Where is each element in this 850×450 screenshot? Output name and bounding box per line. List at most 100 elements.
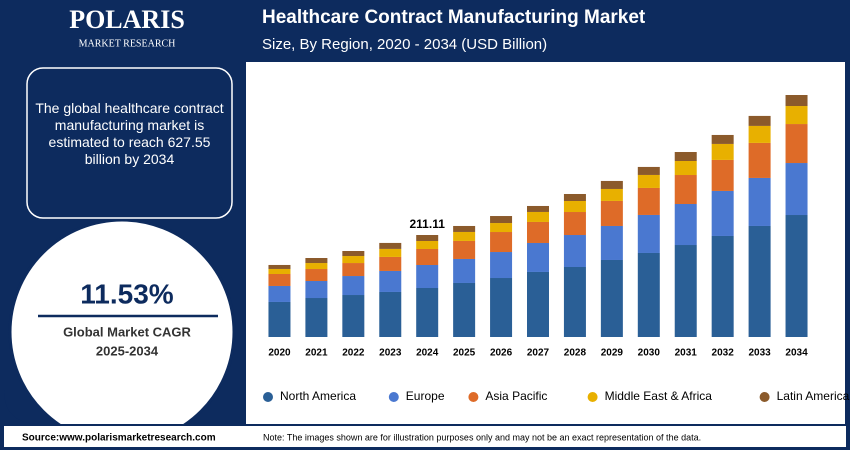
bar-segment bbox=[527, 242, 549, 272]
bar-segment bbox=[785, 95, 808, 107]
bar-segment bbox=[674, 175, 697, 204]
bar-segment bbox=[416, 248, 439, 265]
bar-segment bbox=[305, 269, 328, 282]
bar-segment bbox=[563, 193, 586, 201]
chart-title: Healthcare Contract Manufacturing Market bbox=[262, 7, 646, 28]
bar-segment bbox=[748, 177, 771, 226]
bar-segment bbox=[674, 203, 697, 246]
bar-segment bbox=[563, 266, 586, 337]
bar-segment bbox=[453, 282, 476, 337]
legend-swatch bbox=[388, 392, 399, 402]
summary-box bbox=[26, 67, 233, 219]
bar-segment bbox=[600, 188, 623, 201]
legend-label: Asia Pacific bbox=[485, 389, 547, 403]
x-tick-label: 2020 bbox=[268, 348, 291, 359]
legend-label: Middle East & Africa bbox=[605, 389, 713, 403]
bar-segment bbox=[342, 263, 365, 277]
bar-segment bbox=[711, 235, 734, 337]
bar-segment bbox=[379, 256, 402, 271]
bar-segment bbox=[490, 252, 513, 279]
bar-segment bbox=[342, 276, 365, 296]
x-tick-label: 2025 bbox=[453, 348, 476, 359]
x-tick-label: 2027 bbox=[527, 348, 550, 359]
bar-segment bbox=[527, 205, 549, 212]
bar-segment bbox=[453, 240, 476, 259]
bar-segment bbox=[305, 281, 328, 299]
legend-swatch bbox=[263, 392, 273, 402]
bar-segment bbox=[600, 259, 623, 337]
x-tick-label: 2024 bbox=[416, 348, 439, 359]
bar-segment bbox=[527, 221, 549, 243]
legend-swatch bbox=[587, 392, 598, 402]
bar-segment bbox=[305, 258, 328, 264]
bar-segment bbox=[785, 124, 808, 164]
bar-segment bbox=[674, 245, 697, 337]
legend-swatch bbox=[759, 392, 770, 402]
chart-subtitle: Size, By Region, 2020 - 2034 (USD Billio… bbox=[262, 36, 547, 53]
bar-segment bbox=[416, 287, 439, 337]
bar-segment bbox=[453, 225, 476, 232]
bar-segment bbox=[748, 125, 771, 143]
bar-segment bbox=[342, 251, 365, 257]
legend-label: North America bbox=[280, 389, 356, 403]
x-tick-label: 2026 bbox=[490, 348, 513, 359]
bar-segment bbox=[600, 225, 623, 260]
bar-segment bbox=[379, 242, 402, 249]
footer bbox=[4, 426, 846, 447]
bar-segment bbox=[453, 258, 476, 283]
cagr-circle bbox=[8, 218, 236, 424]
bar-segment bbox=[637, 174, 660, 188]
summary-wrap: The global healthcare contract manufactu… bbox=[35, 100, 224, 167]
bar-segment bbox=[674, 160, 697, 176]
bar-segment bbox=[785, 215, 808, 337]
bar-segment bbox=[268, 301, 291, 337]
bar-segment bbox=[453, 231, 476, 241]
bar-segment bbox=[342, 295, 365, 337]
bar-segment bbox=[711, 134, 734, 144]
x-tick-label: 2021 bbox=[305, 348, 328, 359]
x-tick-label: 2030 bbox=[638, 348, 661, 359]
bar-segment bbox=[342, 256, 365, 264]
legend-swatch bbox=[468, 392, 479, 402]
cagr-label: Global Market CAGR bbox=[63, 324, 191, 339]
bar-segment bbox=[416, 235, 439, 241]
legend-label: Europe bbox=[406, 389, 445, 403]
bar-segment bbox=[711, 190, 734, 236]
bar-segment bbox=[490, 232, 513, 253]
x-tick-label: 2023 bbox=[379, 348, 402, 359]
bar-segment bbox=[637, 252, 660, 337]
bar-segment bbox=[600, 200, 623, 226]
bar-segment bbox=[748, 142, 771, 178]
bar-segment bbox=[379, 248, 402, 257]
bar-segment bbox=[711, 159, 734, 191]
legend-label: Latin America bbox=[777, 389, 850, 403]
summary: The global healthcare contract manufactu… bbox=[35, 100, 224, 167]
bar-segment bbox=[305, 298, 328, 337]
bar-segment bbox=[490, 223, 513, 233]
bar-segment bbox=[785, 106, 808, 125]
bar-segment bbox=[637, 187, 660, 215]
logo-name: POLARIS bbox=[69, 5, 185, 34]
bar-segment bbox=[674, 152, 697, 161]
x-tick-label: 2034 bbox=[785, 348, 808, 359]
x-tick-label: 2031 bbox=[675, 348, 698, 359]
bar-segment bbox=[527, 271, 549, 337]
total-label: 211.11 bbox=[410, 217, 446, 231]
bar-segment bbox=[785, 163, 808, 216]
x-tick-label: 2029 bbox=[601, 348, 624, 359]
bar-segment bbox=[268, 285, 291, 302]
bar-segment bbox=[711, 143, 734, 160]
x-tick-label: 2033 bbox=[748, 348, 771, 359]
bar-segment bbox=[268, 273, 291, 286]
bar-segment bbox=[490, 278, 513, 337]
bar-segment bbox=[600, 180, 623, 189]
x-tick-label: 2028 bbox=[564, 348, 587, 359]
logo-tagline: MARKET RESEARCH bbox=[79, 38, 176, 49]
bar-segment bbox=[416, 240, 439, 249]
bar-segment bbox=[379, 270, 402, 292]
bar-segment bbox=[748, 225, 771, 337]
bar-segment bbox=[563, 200, 586, 213]
bar-segment bbox=[305, 263, 328, 270]
bar-segment bbox=[748, 115, 771, 126]
